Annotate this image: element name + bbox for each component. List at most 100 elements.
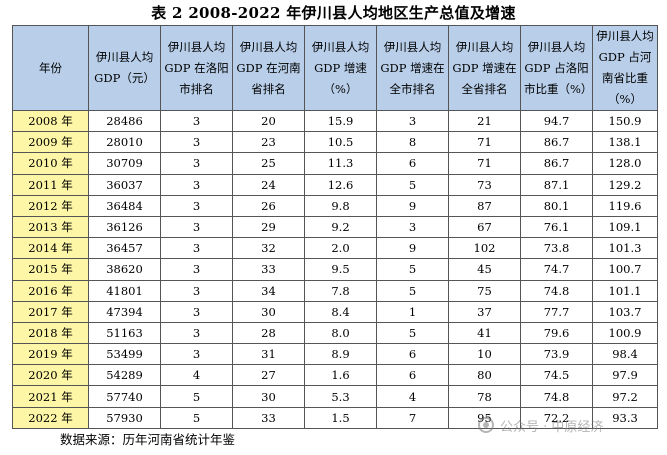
table-cell: 57930 (88, 406, 161, 429)
table-cell: 98.4 (592, 343, 658, 366)
table-row: 2015 年 38620 3 33 9.5 5 45 74.7 100.7 (12, 258, 658, 281)
table-row: 2012 年 36484 3 26 9.8 9 87 80.1 119.6 (12, 194, 658, 217)
table-cell: 36126 (88, 215, 161, 239)
table-cell: 128.0 (592, 152, 658, 175)
table-cell: 29 (232, 215, 305, 239)
table-cell: 3 (160, 279, 233, 302)
header-row: 年份 伊川县人均 GDP（元） 伊川县人均 GDP 在洛阳市排名 伊川县人均 GDP … (12, 25, 658, 111)
table-cell: 75 (448, 279, 521, 302)
table-cell: 3 (160, 173, 233, 196)
table-cell: 51163 (88, 321, 161, 345)
table-cell: 5 (160, 406, 233, 429)
table-cell: 79.6 (520, 321, 593, 345)
year-cell: 2017 年 (12, 300, 89, 323)
table-cell: 8.9 (304, 343, 377, 366)
year-cell: 2008 年 (12, 109, 89, 133)
table-cell: 4 (376, 385, 449, 408)
table-cell: 15.9 (304, 109, 377, 133)
table-cell: 24 (232, 173, 305, 196)
table-cell: 5 (376, 173, 449, 196)
column-header: 伊川县人均 GDP 增速（%） (304, 25, 377, 111)
table-row: 2018 年 51163 3 28 8.0 5 41 79.6 100.9 (12, 321, 658, 345)
year-cell: 2012 年 (12, 194, 89, 217)
table-cell: 3 (160, 343, 233, 366)
table-cell: 3 (160, 131, 233, 154)
table-cell: 28010 (88, 131, 161, 154)
table-row: 2011 年 36037 3 24 12.6 5 73 87.1 129.2 (12, 173, 658, 196)
table-cell: 45 (448, 258, 521, 281)
table-row: 2022 年 57930 5 33 1.5 7 95 72.2 93.3 (12, 406, 658, 429)
year-cell: 2021 年 (12, 385, 89, 408)
table-cell: 101.1 (592, 279, 658, 302)
table-cell: 6 (376, 343, 449, 366)
watermark: 公众号 · 中原经济 (478, 410, 658, 440)
column-header: 伊川县人均 GDP 占河南省比重（%） (592, 25, 658, 111)
table-cell: 74.7 (520, 258, 593, 281)
table-body: 2008 年 28486 3 20 15.9 3 21 94.7 150.9 2009 年 2801… (12, 109, 658, 429)
table-cell: 8.0 (304, 321, 377, 345)
table-cell: 57740 (88, 385, 161, 408)
table-row: 2010 年 30709 3 25 11.3 6 71 86.7 128.0 (12, 152, 658, 175)
table-cell: 5 (376, 279, 449, 302)
year-cell: 2016 年 (12, 279, 89, 302)
data-source-note: 数据来源：历年河南省统计年鉴 (60, 432, 236, 447)
table-row: 2008 年 28486 3 20 15.9 3 21 94.7 150.9 (12, 109, 658, 133)
table-row: 2016 年 41801 3 34 7.8 5 75 74.8 101.1 (12, 279, 658, 302)
table-cell: 8.4 (304, 300, 377, 323)
table-cell: 10 (448, 343, 521, 366)
year-cell: 2009 年 (12, 131, 89, 154)
table-cell: 73.8 (520, 237, 593, 260)
table-cell: 33 (232, 258, 305, 281)
table-cell: 33 (232, 406, 305, 429)
table-cell: 87 (448, 194, 521, 217)
table-cell: 47394 (88, 300, 161, 323)
table-cell: 1 (376, 300, 449, 323)
table-title: 表 2 2008-2022 年伊川县人均地区生产总值及增速 (151, 4, 516, 22)
table-cell: 9 (376, 237, 449, 260)
column-header: 伊川县人均 GDP 在洛阳市排名 (160, 25, 233, 111)
table-row: 2019 年 53499 3 31 8.9 6 10 73.9 98.4 (12, 343, 658, 366)
table-row: 2013 年 36126 3 29 9.2 3 67 76.1 109.1 (12, 215, 658, 239)
column-header: 伊川县人均 GDP（元） (88, 25, 161, 111)
table-cell: 27 (232, 364, 305, 387)
table-cell: 10.5 (304, 131, 377, 154)
table-cell: 9.2 (304, 215, 377, 239)
year-cell: 2013 年 (12, 215, 89, 239)
table-cell: 100.9 (592, 321, 658, 345)
table-cell: 77.7 (520, 300, 593, 323)
table-cell: 71 (448, 131, 521, 154)
table-cell: 41801 (88, 279, 161, 302)
table-cell: 76.1 (520, 215, 593, 239)
table-cell: 101.3 (592, 237, 658, 260)
table-cell: 74.5 (520, 364, 593, 387)
table-cell: 67 (448, 215, 521, 239)
table-cell: 6 (376, 364, 449, 387)
year-cell: 2018 年 (12, 321, 89, 345)
table-cell: 28 (232, 321, 305, 345)
table-cell: 5 (160, 385, 233, 408)
table-cell: 86.7 (520, 152, 593, 175)
table-cell: 5 (376, 258, 449, 281)
table-cell: 74.8 (520, 279, 593, 302)
table-cell: 36484 (88, 194, 161, 217)
table-cell: 21 (448, 109, 521, 133)
table-cell: 97.9 (592, 364, 658, 387)
table-row: 2021 年 57740 5 30 5.3 4 78 74.8 97.2 (12, 385, 658, 408)
table-cell: 3 (160, 237, 233, 260)
table-row: 2017 年 47394 3 30 8.4 1 37 77.7 103.7 (12, 300, 658, 323)
table-cell: 3 (160, 321, 233, 345)
table-cell: 109.1 (592, 215, 658, 239)
year-cell: 2010 年 (12, 152, 89, 175)
table-cell: 53499 (88, 343, 161, 366)
table-cell: 3 (376, 109, 449, 133)
year-cell: 2014 年 (12, 237, 89, 260)
table-cell: 71 (448, 152, 521, 175)
table-cell: 25 (232, 152, 305, 175)
table-cell: 74.8 (520, 385, 593, 408)
table-row: 2014 年 36457 3 32 2.0 9 102 73.8 101.3 (12, 237, 658, 260)
table-cell: 31 (232, 343, 305, 366)
table-cell: 9 (376, 194, 449, 217)
table-cell: 102 (448, 237, 521, 260)
table-cell: 37 (448, 300, 521, 323)
table-cell: 103.7 (592, 300, 658, 323)
